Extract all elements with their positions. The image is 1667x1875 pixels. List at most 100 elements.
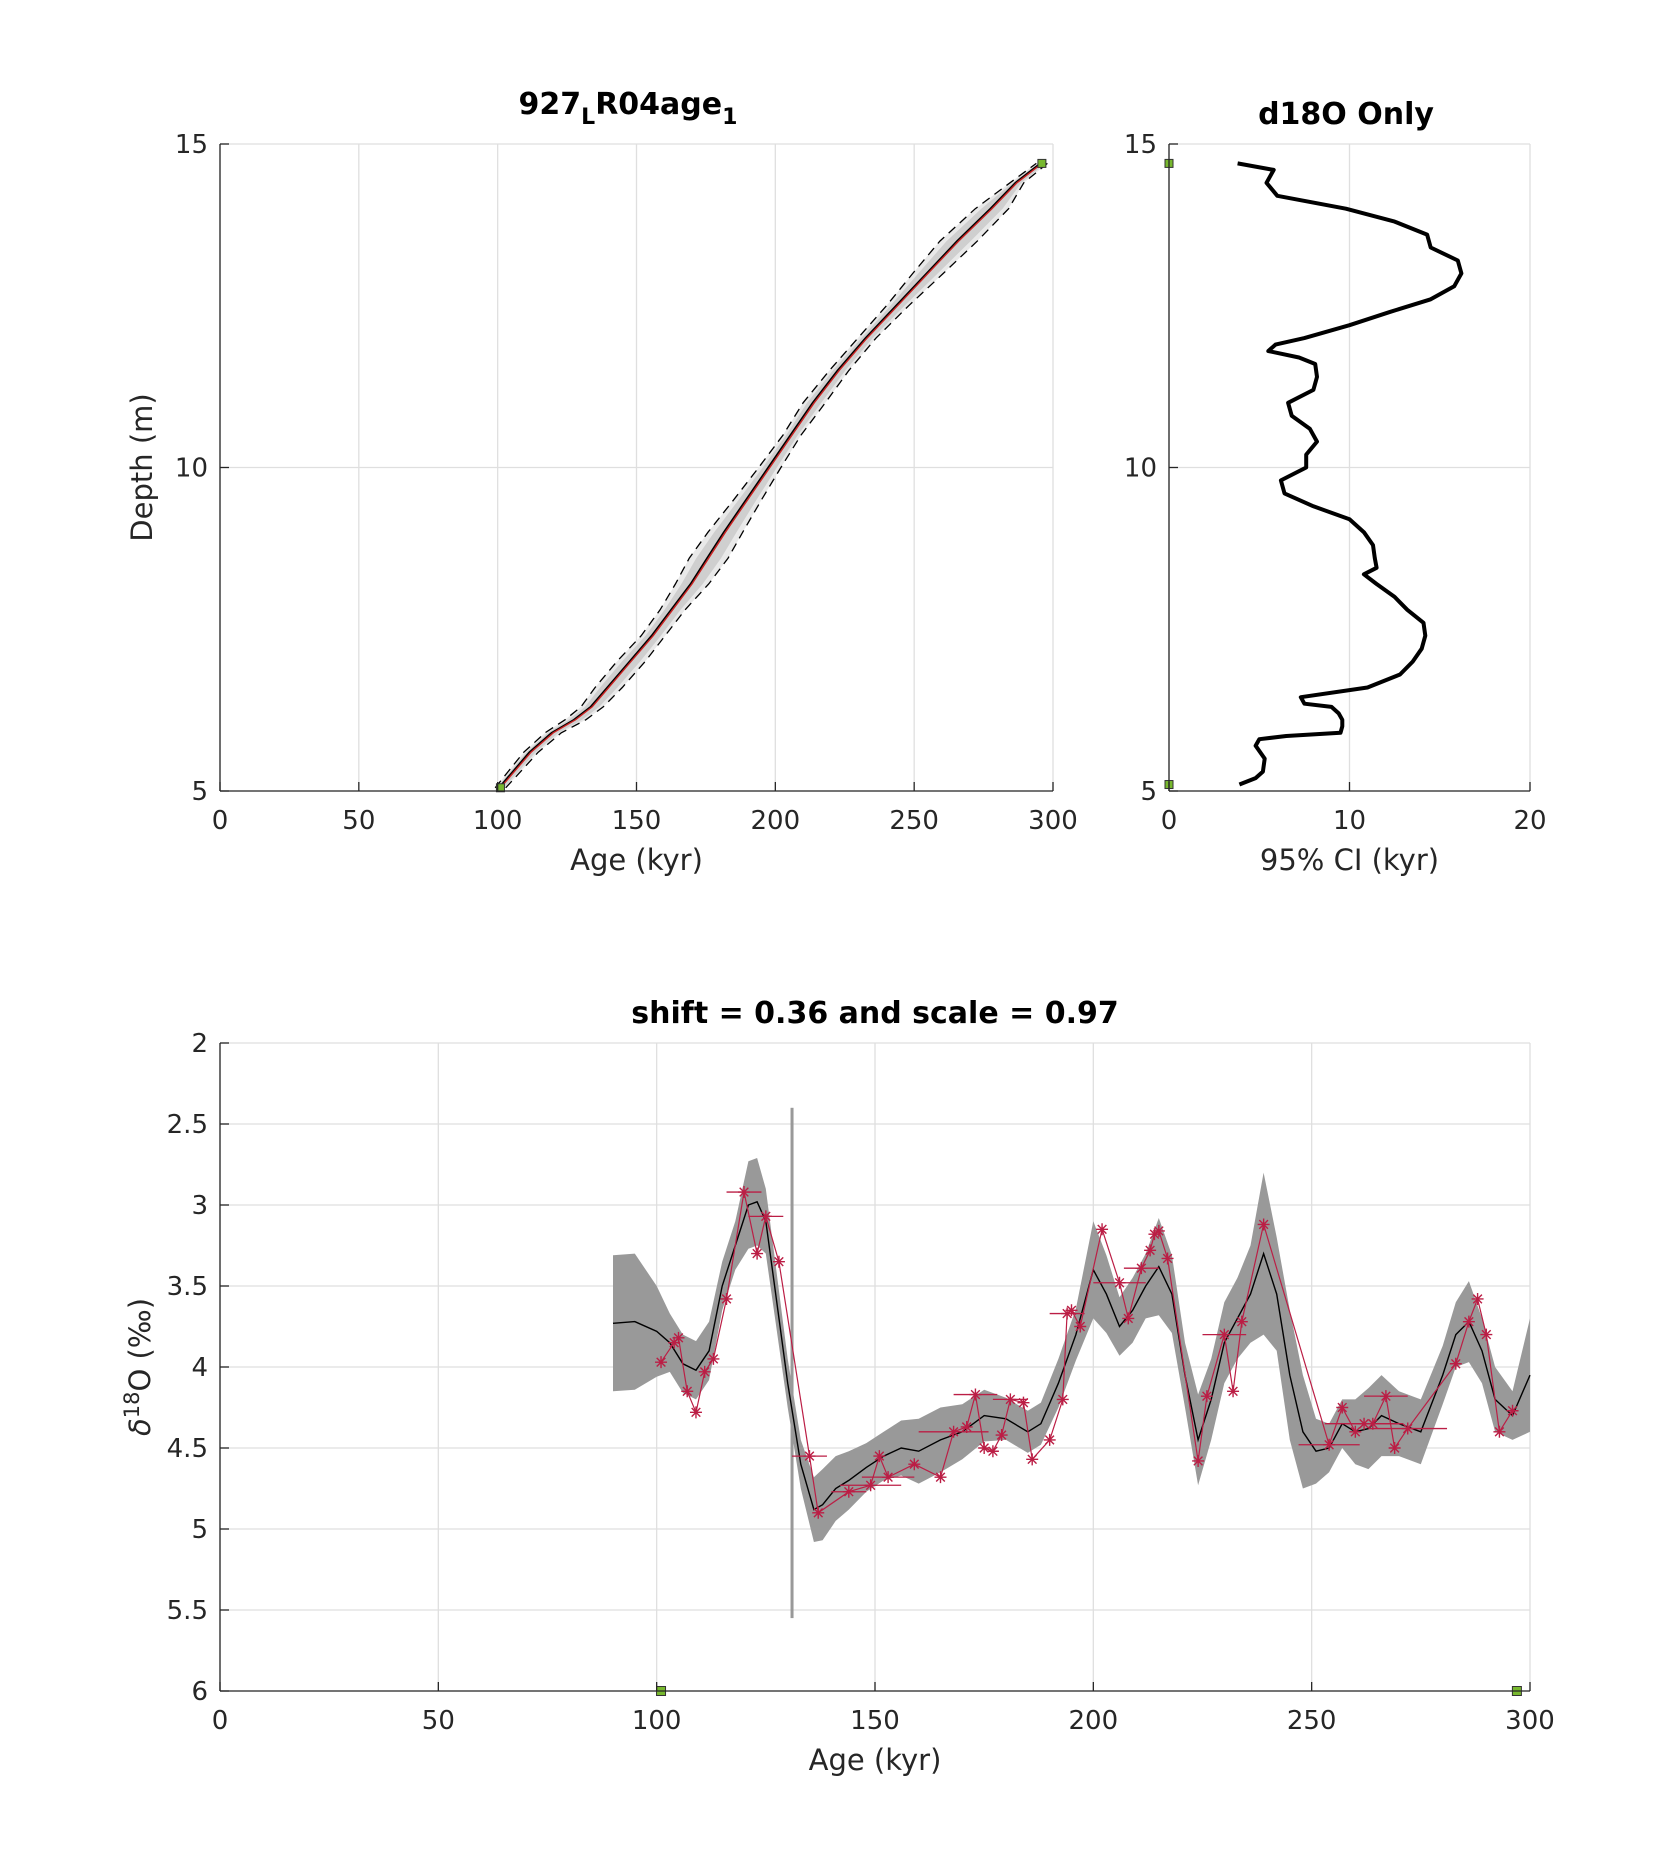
observation-marker — [1192, 1454, 1205, 1467]
observation-marker — [812, 1506, 825, 1519]
observation-marker — [1257, 1218, 1270, 1231]
age-depth-axes: 0 50 100 150 200 250 300 5 10 15 — [175, 130, 1078, 836]
panel1-x-tick-label: 0 — [212, 806, 229, 836]
tie-point-marker — [1037, 158, 1047, 168]
observation-marker — [1218, 1328, 1231, 1341]
observation-marker — [1056, 1393, 1069, 1406]
observation-marker — [1144, 1244, 1157, 1257]
observation-marker — [1096, 1223, 1109, 1236]
observation-marker — [995, 1429, 1008, 1442]
age-depth-grid — [219, 143, 1054, 792]
observation-marker — [1135, 1262, 1148, 1275]
observation-marker — [960, 1420, 973, 1433]
observation-marker — [772, 1255, 785, 1268]
panel3-y-tick-label: 6 — [191, 1677, 208, 1707]
observation-marker — [707, 1352, 720, 1365]
observation-marker — [969, 1388, 982, 1401]
panel2-y-tick-label: 5 — [1140, 777, 1157, 807]
observation-marker — [1349, 1425, 1362, 1438]
confidence-axes: 0 10 20 5 10 15 — [1124, 130, 1547, 836]
panel2-x-tick-label: 0 — [1161, 806, 1178, 836]
observation-marker — [751, 1247, 764, 1260]
panel3-x-tick-label: 200 — [1069, 1706, 1119, 1736]
panel3-x-tick-label: 250 — [1287, 1706, 1337, 1736]
panel1-y-tick-label: 15 — [175, 130, 208, 160]
observation-marker — [689, 1406, 702, 1419]
confidence-lines — [1237, 161, 1464, 787]
panel3-x-tick-label: 150 — [850, 1706, 900, 1736]
age-depth-ensemble — [495, 163, 1048, 788]
panel2-x-tick-label: 10 — [1333, 806, 1366, 836]
observation-marker — [1388, 1442, 1401, 1454]
observation-marker — [738, 1186, 750, 1199]
panel2-x-axis-label: 95% CI (kyr) — [1260, 843, 1439, 877]
confidence-grid — [1168, 143, 1531, 792]
panel1-x-tick-label: 200 — [751, 806, 801, 836]
observation-marker — [1148, 1228, 1161, 1241]
observation-marker — [842, 1485, 855, 1498]
observation-marker — [1506, 1404, 1519, 1417]
panel1-x-tick-label: 250 — [889, 806, 939, 836]
observation-marker — [1480, 1328, 1493, 1341]
observation-marker — [1122, 1312, 1135, 1325]
panel1-x-tick-label: 100 — [473, 806, 523, 836]
panel3-x-tick-label: 100 — [632, 1706, 682, 1736]
ci-bound-line-0 — [494, 162, 1037, 789]
observation-marker — [1336, 1401, 1349, 1414]
panel2-y-tick-label: 15 — [1124, 130, 1157, 160]
observation-marker — [1152, 1224, 1165, 1237]
observation-marker — [1449, 1357, 1462, 1370]
observation-marker — [1074, 1320, 1087, 1333]
panel1-title: 927LR04age1 — [519, 87, 738, 130]
confidence-panel: 0 10 20 5 10 15 d18O Only 95% CI (kyr) — [1124, 97, 1547, 877]
observation-marker — [1235, 1315, 1248, 1328]
panel3-y-tick-label: 2.5 — [167, 1110, 208, 1140]
observation-marker — [1061, 1307, 1074, 1320]
observation-marker — [681, 1385, 694, 1398]
observation-marker — [1043, 1433, 1056, 1446]
observation-marker — [1493, 1425, 1506, 1438]
observation-marker — [864, 1479, 877, 1492]
panel3-y-tick-label: 3 — [191, 1191, 208, 1221]
panel3-y-axis-label: δ18O (‰) — [120, 1298, 157, 1436]
panel3-y-tick-label: 5.5 — [167, 1596, 208, 1626]
observation-marker — [882, 1471, 895, 1484]
observation-marker — [668, 1336, 681, 1349]
panel1-x-tick-label: 150 — [612, 806, 662, 836]
panel3-title: shift = 0.36 and scale = 0.97 — [631, 996, 1118, 1031]
observation-marker — [803, 1450, 816, 1463]
d18o-grid — [219, 1042, 1531, 1692]
observation-marker — [934, 1471, 947, 1484]
ci-bound-line-1 — [505, 162, 1048, 789]
d18o-observations — [655, 1186, 1519, 1519]
observation-marker — [1462, 1315, 1475, 1328]
observation-marker — [1200, 1390, 1213, 1403]
ci-width-line — [1237, 161, 1464, 787]
panel1-x-tick-label: 300 — [1028, 806, 1078, 836]
observation-marker — [1366, 1417, 1379, 1430]
observation-marker — [1323, 1438, 1336, 1451]
panel2-title: d18O Only — [1258, 97, 1434, 132]
observation-marker — [1065, 1304, 1078, 1317]
observation-marker — [978, 1442, 991, 1454]
observation-marker — [1401, 1422, 1414, 1435]
panel1-y-axis-label: Depth (m) — [125, 393, 159, 541]
observation-marker — [1227, 1385, 1240, 1398]
panel3-y-tick-label: 4.5 — [167, 1434, 208, 1464]
observation-marker — [1026, 1453, 1039, 1466]
panel3-y-tick-label: 4 — [191, 1353, 208, 1383]
d18o-band — [613, 1107, 1530, 1619]
ensemble-band-1 — [497, 163, 1046, 788]
observation-marker — [720, 1292, 733, 1305]
panel3-x-tick-label: 300 — [1505, 1706, 1555, 1736]
tie-point-marker — [495, 783, 505, 793]
observation-marker — [1017, 1396, 1030, 1409]
panel1-y-tick-label: 5 — [191, 777, 208, 807]
panel3-x-axis-label: Age (kyr) — [809, 1743, 942, 1777]
observation-marker — [655, 1356, 668, 1369]
observation-marker — [1471, 1292, 1484, 1305]
mean-line — [499, 162, 1043, 789]
observation-marker — [873, 1450, 886, 1463]
panel2-y-tick-label: 10 — [1124, 454, 1157, 484]
observation-marker — [908, 1458, 921, 1471]
